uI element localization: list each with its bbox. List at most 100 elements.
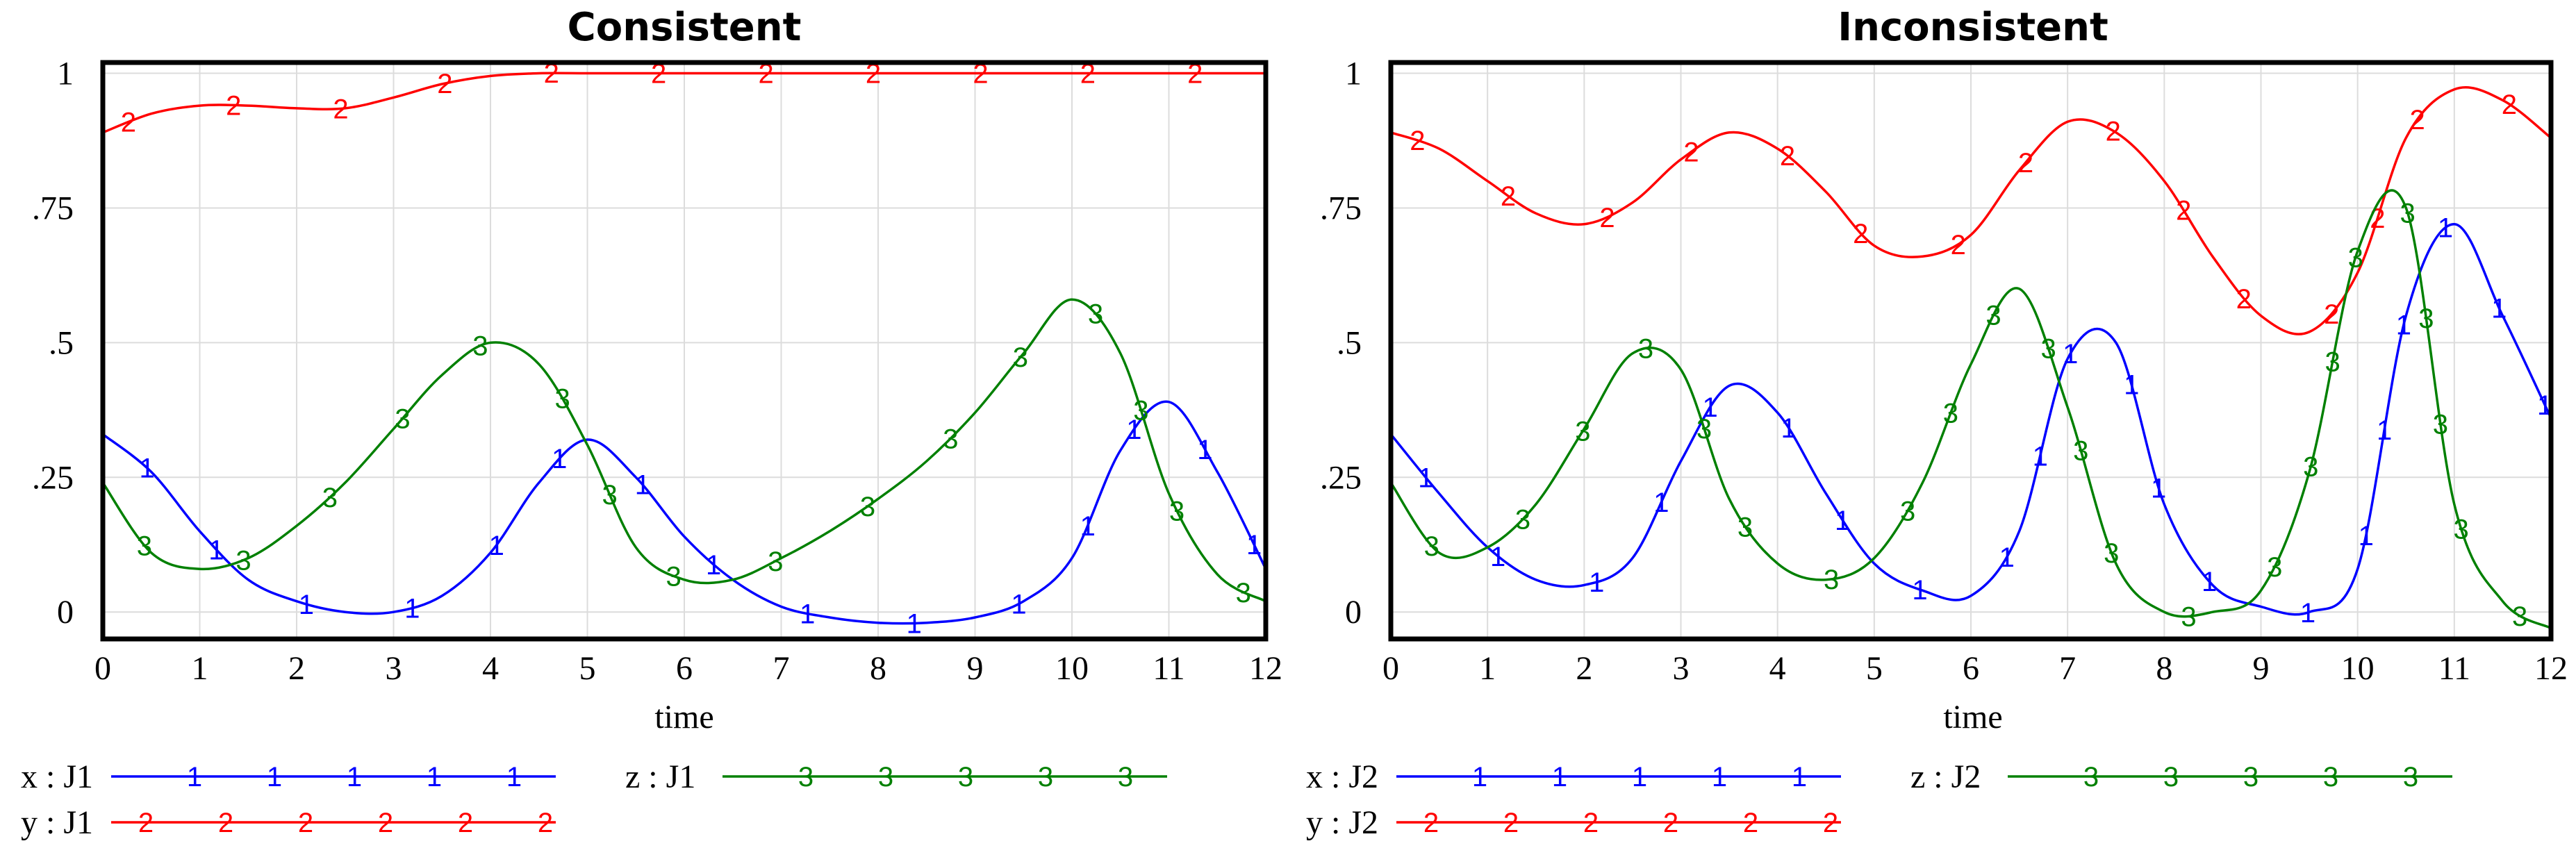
x-tick-label: 10 (1055, 650, 1089, 687)
legend-marker: 2 (298, 808, 313, 838)
x-tick-label: 9 (2253, 650, 2270, 687)
legend-marker: 1 (1712, 762, 1727, 792)
series-marker: 2 (2502, 90, 2517, 120)
legend-marker: 2 (458, 808, 473, 838)
legend-marker: 3 (878, 762, 893, 792)
legend-marker: 1 (187, 762, 202, 792)
series-marker: 3 (395, 404, 410, 435)
legend-marker: 1 (1552, 762, 1567, 792)
y-tick-label: 1 (57, 56, 74, 92)
legend-marker: 2 (1823, 808, 1838, 838)
series-marker: 3 (236, 546, 251, 576)
x-tick-label: 0 (94, 650, 111, 687)
series-marker: 3 (1943, 398, 1958, 429)
legend-marker: 3 (2163, 762, 2179, 792)
series-marker: 3 (2303, 451, 2318, 482)
series-marker: 3 (1900, 496, 1915, 526)
series-marker: 1 (1589, 567, 1604, 598)
x-tick-label: 6 (676, 650, 693, 687)
legend-marker: 3 (798, 762, 814, 792)
series-marker: 1 (404, 594, 420, 624)
legend-marker: 2 (1743, 808, 1758, 838)
series-line-3 (1389, 189, 2552, 630)
series-marker: 1 (299, 590, 314, 620)
y-tick-label: .75 (32, 190, 74, 226)
series-marker: 3 (322, 483, 338, 513)
legend-marker: 2 (1503, 808, 1519, 838)
series-marker: 1 (489, 531, 504, 561)
series-marker: 3 (1824, 565, 1839, 595)
plot-frame (100, 60, 1269, 642)
series-marker: 3 (1088, 299, 1103, 330)
series-marker: 2 (973, 59, 988, 90)
series-marker: 3 (2433, 410, 2448, 440)
legend-marker: 3 (958, 762, 973, 792)
series-marker: 2 (1780, 141, 1795, 172)
series-marker: 1 (1653, 488, 1669, 518)
series-marker: 2 (1501, 181, 1516, 212)
legend-marker: 1 (506, 762, 522, 792)
series-marker: 1 (1418, 463, 1433, 493)
series-marker: 2 (1951, 230, 1966, 260)
series-marker: 3 (2104, 538, 2119, 569)
series-marker: 3 (2325, 347, 2340, 378)
legend-marker: 3 (2403, 762, 2418, 792)
series-marker: 3 (555, 384, 570, 415)
x-tick-label: 1 (192, 650, 208, 687)
series-marker: 3 (2453, 515, 2468, 545)
series-marker: 1 (1781, 413, 1796, 444)
x-tick-label: 12 (2534, 650, 2568, 687)
series-marker: 1 (552, 444, 567, 474)
x-axis-label: time (1943, 699, 2002, 735)
legend-marker: 2 (138, 808, 154, 838)
series-marker: 3 (2073, 435, 2088, 466)
series-marker: 3 (1424, 531, 1439, 562)
series-marker: 3 (1515, 505, 1530, 535)
series-marker: 2 (1853, 219, 1868, 249)
series-marker: 3 (1575, 416, 1590, 447)
series-marker: 2 (651, 59, 666, 90)
legend-label: y : J2 (1306, 804, 1378, 841)
series-marker: 2 (226, 90, 241, 121)
series-marker: 1 (706, 550, 721, 581)
legend-label: y : J1 (21, 804, 93, 841)
series-marker: 3 (1696, 414, 1712, 444)
legend-marker: 3 (1038, 762, 1053, 792)
legend-marker: 2 (378, 808, 393, 838)
series-marker: 2 (544, 58, 559, 89)
series-marker: 1 (208, 535, 224, 565)
series-line-3 (101, 298, 1266, 603)
series-marker: 3 (943, 424, 958, 454)
legend-marker: 3 (2243, 762, 2259, 792)
legend-marker: 1 (427, 762, 442, 792)
y-tick-label: .75 (1320, 190, 1362, 226)
series-marker: 2 (2018, 148, 2033, 178)
series-marker: 1 (1835, 506, 1850, 536)
legend-marker: 3 (2083, 762, 2099, 792)
series-marker: 2 (758, 59, 773, 90)
x-tick-label: 4 (482, 650, 499, 687)
plot-frame (1388, 60, 2554, 642)
series-marker: 2 (866, 59, 881, 90)
x-tick-label: 12 (1249, 650, 1282, 687)
series-line-2 (1390, 86, 2552, 335)
panel-inconsistent: Inconsistent time 1111111111111111111112… (1306, 5, 2568, 841)
x-axis-label: time (654, 699, 713, 735)
x-tick-label: 9 (967, 650, 984, 687)
y-tick-label: 0 (1345, 594, 1362, 631)
legend-marker: 2 (218, 808, 233, 838)
x-tick-label: 10 (2341, 650, 2375, 687)
legend-marker: 2 (1423, 808, 1439, 838)
series-line-1 (101, 400, 1267, 625)
series-marker: 3 (1169, 497, 1184, 527)
x-tick-label: 2 (1576, 650, 1592, 687)
series-marker: 1 (1490, 542, 1505, 572)
series-marker: 1 (2359, 521, 2374, 551)
series-marker: 2 (2176, 196, 2191, 226)
x-tick-label: 0 (1382, 650, 1399, 687)
x-tick-label: 3 (386, 650, 402, 687)
series-marker: 1 (140, 454, 155, 484)
series-marker: 3 (860, 492, 875, 522)
